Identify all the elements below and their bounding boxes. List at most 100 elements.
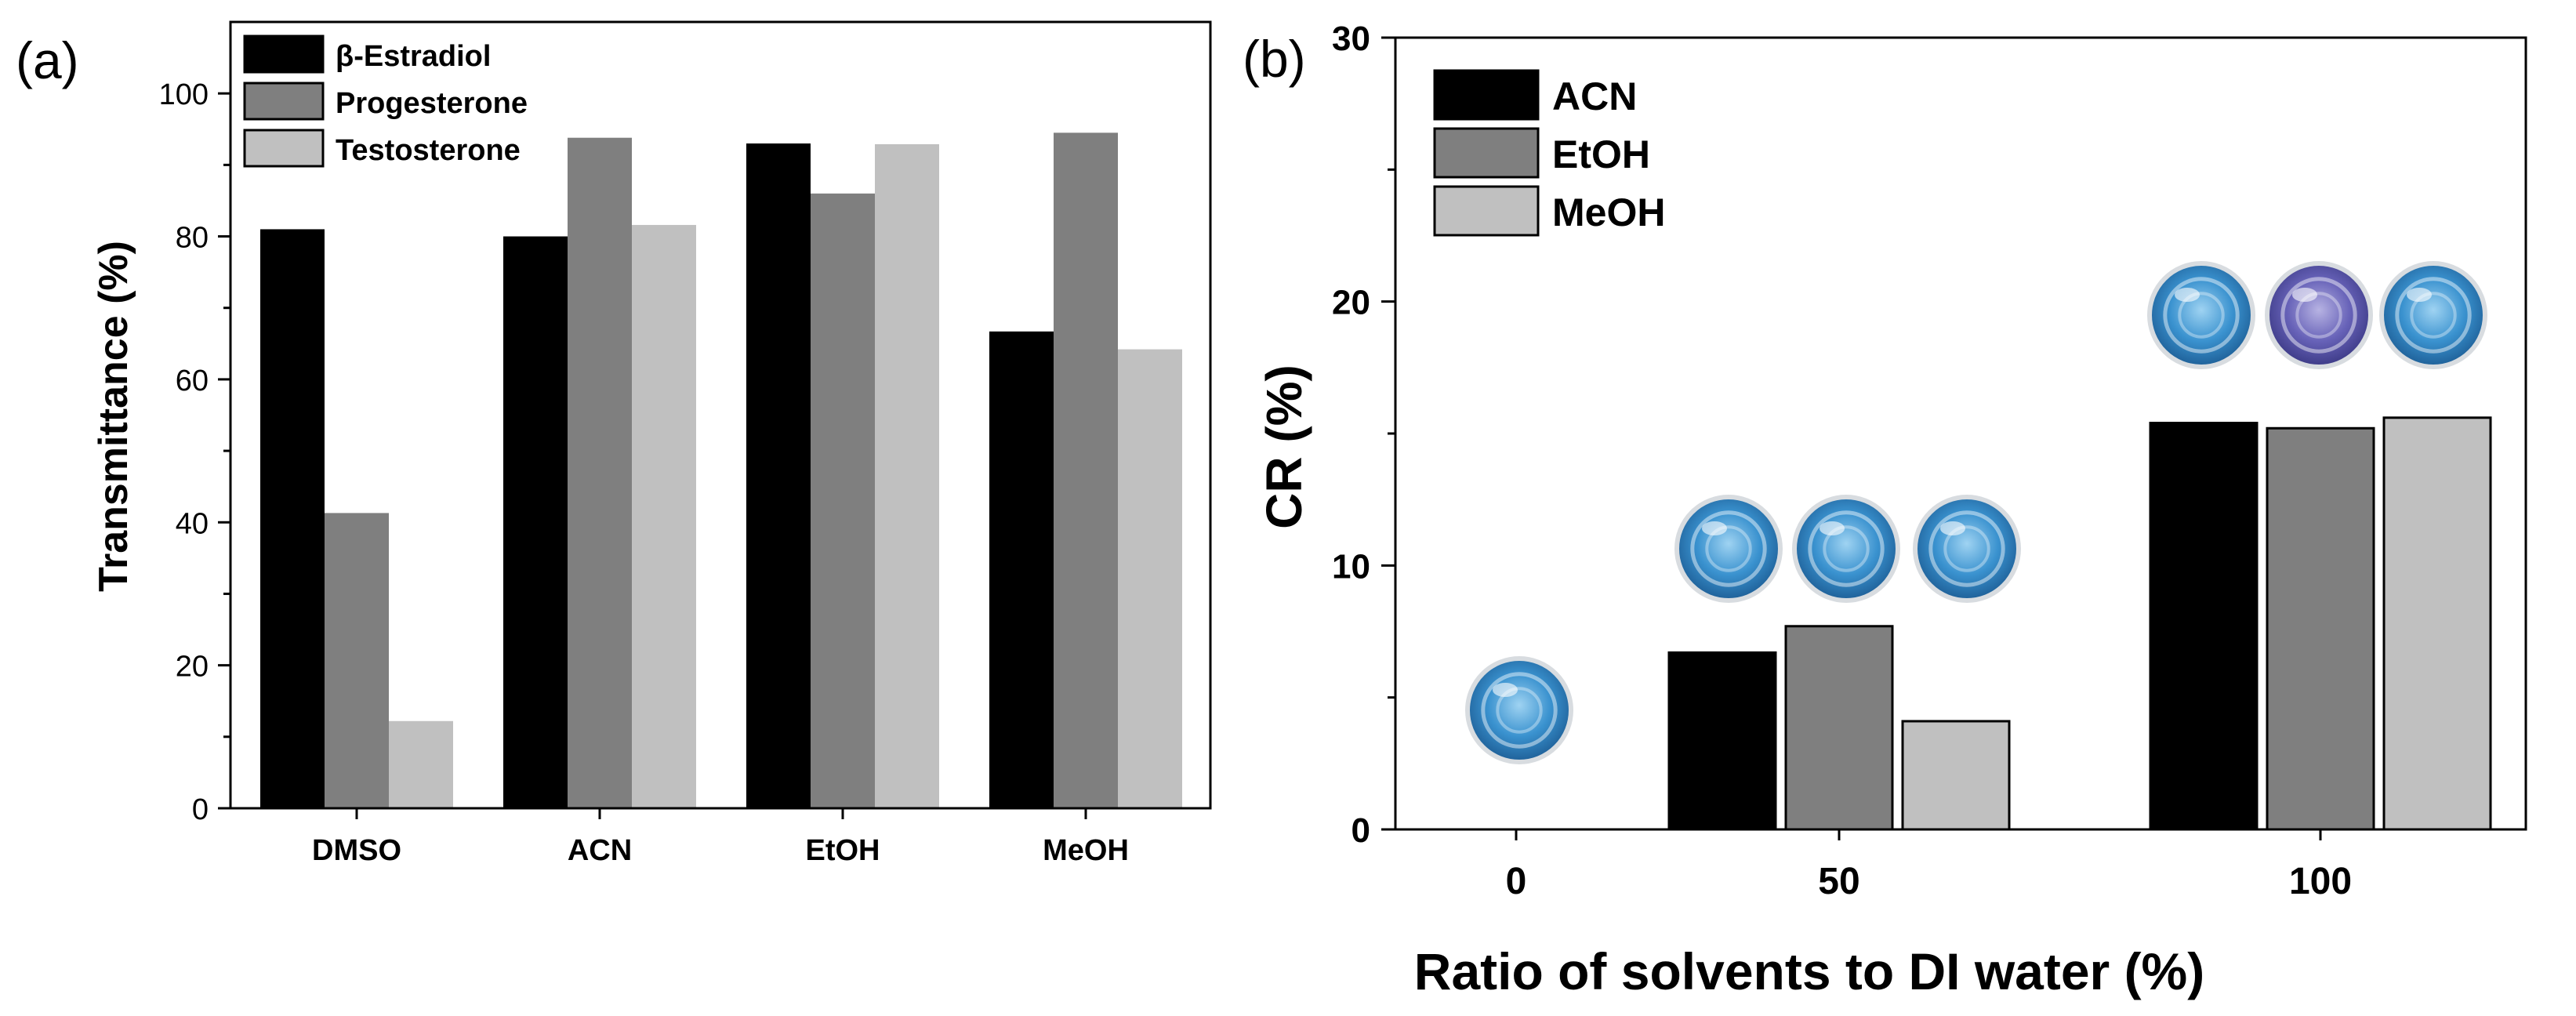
bar-testosterone-etoh — [875, 143, 939, 809]
legend-label-testosterone: Testosterone — [336, 134, 521, 167]
panel-a: (a) Transmittance (%) 0 20 40 60 80 100 DMSO A… — [16, 20, 1212, 867]
legend-swatch-meoh — [1433, 185, 1540, 237]
sample-well-highlight — [1940, 521, 1965, 535]
panel-b-y-ticks: 0 10 20 30 — [1332, 20, 1395, 850]
legend-swatch-estradiol — [243, 34, 325, 74]
sample-well-rim — [1913, 495, 2021, 603]
sample-photo-50-2 — [1792, 495, 1900, 603]
sample-well-highlight — [1493, 683, 1518, 697]
sample-well-inner-ring — [2295, 292, 2342, 339]
bar-progesterone-meoh — [1054, 132, 1118, 809]
bar-estradiol-dmso — [260, 229, 325, 809]
y-tick-label: 20 — [176, 651, 209, 684]
panel-b: CR (%) Ratio of solvents to DI water (%)… — [1243, 20, 2527, 1000]
panel-b-x-ticks: 0 50 100 — [1506, 829, 2352, 902]
y-tick-label: 20 — [1332, 284, 1370, 322]
bar-meoh-100 — [2382, 416, 2492, 831]
bar-testosterone-meoh — [1118, 349, 1182, 808]
sample-well-highlight — [2407, 288, 2432, 302]
bar-progesterone-dmso — [325, 513, 389, 808]
bar-estradiol-meoh — [989, 331, 1054, 808]
panel-b-legend: ACN EtOH MeOH — [1433, 69, 1665, 237]
legend-label-etoh: EtOH — [1552, 132, 1650, 176]
sample-photo-50-3 — [1913, 495, 2021, 603]
y-tick-label: 40 — [176, 507, 209, 540]
x-tick-label: EtOH — [806, 834, 880, 867]
bar-acn-100 — [2149, 422, 2259, 831]
bar-estradiol-acn — [503, 236, 568, 809]
sample-photo-100-1 — [2147, 261, 2255, 369]
panel-b-xlabel: Ratio of solvents to DI water (%) — [1414, 942, 2204, 1000]
legend-label-progesterone: Progesterone — [336, 87, 528, 120]
y-tick-label: 80 — [176, 222, 209, 255]
x-tick-label: 50 — [1818, 861, 1859, 902]
bar-acn-50 — [1667, 651, 1777, 831]
legend-label-meoh: MeOH — [1552, 190, 1665, 234]
bar-progesterone-etoh — [811, 193, 875, 808]
legend-swatch-etoh — [1433, 127, 1540, 179]
y-tick-label: 100 — [159, 78, 209, 111]
sample-well-ring — [1928, 510, 2005, 587]
sample-photo-50-1 — [1674, 495, 1783, 603]
sample-well-inner-ring — [1705, 525, 1752, 572]
panel-b-sample-photos — [1465, 261, 2487, 764]
x-tick-label: 100 — [2289, 861, 2352, 902]
sample-well-ring — [1690, 510, 1767, 587]
y-tick-label: 30 — [1332, 20, 1370, 58]
panel-b-bars — [1667, 416, 2492, 831]
panel-a-axes — [229, 20, 1212, 810]
bar-progesterone-acn — [568, 137, 632, 808]
bar-testosterone-acn — [632, 224, 696, 808]
sample-well-inner-ring — [1823, 525, 1870, 572]
legend-swatch-testosterone — [243, 129, 325, 168]
sample-photo-100-2 — [2265, 261, 2373, 369]
bar-meoh-50 — [1901, 720, 2011, 831]
x-tick-label: 0 — [1506, 861, 1527, 902]
bar-testosterone-dmso — [389, 720, 453, 808]
panel-a-y-ticks: 0 20 40 60 80 100 — [159, 78, 230, 826]
bar-etoh-50 — [1784, 625, 1894, 831]
sample-well-rim — [2147, 261, 2255, 369]
panel-a-bars — [260, 132, 1182, 809]
sample-well-highlight — [1820, 521, 1845, 535]
sample-well-inner-ring — [1496, 687, 1543, 734]
panel-b-ylabel: CR (%) — [1256, 365, 1312, 529]
y-tick-label: 0 — [192, 793, 209, 826]
sample-well-highlight — [2292, 288, 2317, 302]
x-tick-label: MeOH — [1043, 834, 1129, 867]
panel-a-x-ticks: DMSO ACN EtOH MeOH — [312, 808, 1129, 867]
x-tick-label: ACN — [568, 834, 632, 867]
legend-label-acn: ACN — [1552, 74, 1637, 118]
legend-swatch-progesterone — [243, 82, 325, 121]
sample-well-highlight — [1702, 521, 1727, 535]
sample-well-inner-ring — [2410, 292, 2457, 339]
bar-etoh-100 — [2266, 426, 2375, 831]
y-tick-label: 0 — [1351, 811, 1370, 850]
sample-well-rim — [1792, 495, 1900, 603]
legend-label-estradiol: β-Estradiol — [336, 40, 491, 73]
legend-swatch-acn — [1433, 69, 1540, 121]
sample-well-rim — [1465, 656, 1573, 764]
panel-a-frame — [229, 20, 1212, 810]
x-tick-label: DMSO — [312, 834, 401, 867]
y-tick-label: 60 — [176, 365, 209, 397]
panel-a-legend: β-Estradiol Progesterone Testosterone — [243, 34, 528, 168]
sample-well-rim — [2379, 261, 2487, 369]
sample-well-ring — [2395, 277, 2472, 354]
sample-photo-100-3 — [2379, 261, 2487, 369]
sample-well-ring — [2163, 277, 2240, 354]
sample-well-inner-ring — [1943, 525, 1990, 572]
sample-well-inner-ring — [2178, 292, 2225, 339]
sample-well-ring — [1808, 510, 1885, 587]
sample-well-rim — [2265, 261, 2373, 369]
sample-well-ring — [2280, 277, 2357, 354]
panel-b-label: (b) — [1243, 30, 1306, 88]
panel-a-ylabel: Transmittance (%) — [91, 241, 136, 592]
bar-estradiol-etoh — [746, 143, 811, 808]
sample-well-rim — [1674, 495, 1783, 603]
sample-well-ring — [1481, 672, 1558, 749]
panel-a-label: (a) — [16, 31, 79, 89]
sample-photo-0-1 — [1465, 656, 1573, 764]
sample-well-highlight — [2175, 288, 2200, 302]
